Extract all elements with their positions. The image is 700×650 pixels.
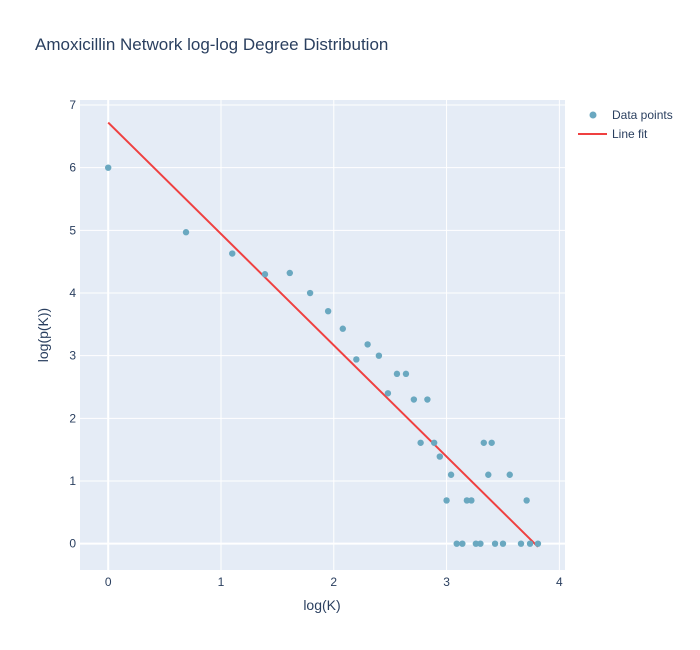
data-point [182, 229, 190, 236]
data-point [104, 164, 112, 171]
data-point [491, 540, 499, 547]
x-tick-label: 4 [556, 575, 563, 589]
legend: Data points Line fit [578, 108, 673, 141]
data-point [229, 250, 236, 257]
legend-label-data-points: Data points [612, 108, 673, 122]
data-point [447, 471, 455, 478]
data-point [393, 370, 401, 378]
chart-title: Amoxicillin Network log-log Degree Distr… [35, 35, 388, 54]
x-axis-ticks: 0 1 2 3 4 [105, 575, 563, 589]
y-tick-label: 3 [69, 349, 76, 363]
y-tick-label: 5 [69, 223, 76, 237]
y-tick-label: 2 [69, 411, 76, 425]
data-point [523, 497, 530, 504]
y-tick-label: 1 [69, 474, 76, 488]
grid-lines [80, 100, 565, 570]
x-tick-label: 3 [443, 575, 450, 589]
data-point [436, 453, 444, 460]
data-point [517, 540, 525, 547]
x-tick-label: 2 [330, 575, 337, 589]
x-tick-label: 0 [105, 575, 112, 589]
data-point [410, 396, 418, 403]
data-point [261, 271, 269, 278]
data-point [534, 540, 542, 547]
data-point [443, 497, 450, 504]
line-fit-layer [107, 121, 539, 548]
data-point [339, 325, 347, 332]
data-point [468, 497, 475, 504]
data-point [375, 352, 383, 359]
data-point [485, 471, 492, 478]
y-axis-ticks: 0 1 2 3 4 5 6 7 [69, 98, 76, 551]
legend-item-data-points[interactable]: Data points [589, 108, 673, 122]
data-point [499, 540, 507, 547]
data-point [424, 396, 431, 403]
data-point [459, 540, 466, 547]
y-tick-label: 4 [69, 286, 76, 300]
data-points-layer [104, 164, 542, 547]
data-point [453, 540, 460, 547]
y-axis-label: log(p(K)) [35, 308, 51, 362]
legend-item-line-fit[interactable]: Line fit [578, 127, 648, 141]
data-point [353, 356, 360, 363]
line-fit [107, 121, 539, 548]
data-point [477, 540, 484, 547]
data-point [480, 439, 487, 446]
y-tick-label: 7 [69, 98, 76, 112]
y-tick-label: 0 [69, 537, 76, 551]
x-tick-label: 1 [218, 575, 225, 589]
data-point [324, 307, 332, 315]
x-axis-label: log(K) [303, 597, 340, 613]
data-point [402, 370, 410, 378]
data-point [306, 289, 314, 297]
legend-label-line-fit: Line fit [612, 127, 648, 141]
y-tick-label: 6 [69, 161, 76, 175]
data-point [463, 497, 471, 504]
data-point [286, 269, 293, 277]
data-point [526, 540, 534, 547]
data-point [506, 471, 513, 478]
legend-marker-data-points [589, 111, 597, 119]
data-point [384, 390, 392, 397]
data-point [472, 540, 480, 547]
data-point [488, 439, 495, 446]
data-point [430, 439, 438, 446]
data-point [364, 341, 371, 348]
data-point [417, 439, 424, 446]
